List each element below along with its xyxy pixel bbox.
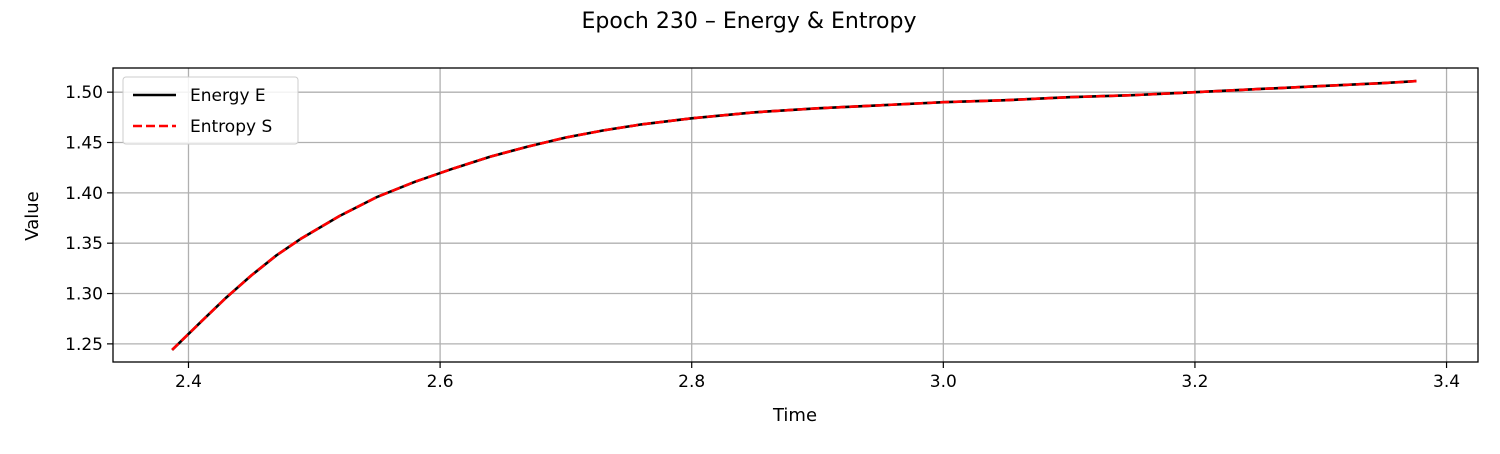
legend: Energy E Entropy S: [122, 76, 299, 145]
x-axis-label: Time: [772, 405, 817, 426]
y-tick-label: 1.45: [65, 134, 103, 154]
y-tick-label: 1.40: [65, 184, 103, 204]
y-tick-label: 1.35: [65, 234, 103, 254]
legend-label-energy: Energy E: [190, 86, 266, 106]
series-lines: [171, 79, 1417, 351]
x-tick-label: 2.4: [175, 372, 202, 392]
y-tick-label: 1.30: [65, 285, 103, 305]
x-tick-label: 3.4: [1433, 372, 1460, 392]
axis-ticks: 2.4 2.6 2.8 3.0 3.2 3.4 1.25 1.30 1.35 1.40 1.45 1.…: [65, 83, 1460, 392]
x-tick-label: 3.0: [930, 372, 957, 392]
series-line-entropy-s: [171, 79, 1417, 351]
x-tick-label: 3.2: [1181, 372, 1208, 392]
series-line-energy-e: [171, 79, 1417, 351]
plot-area-frame: [112, 67, 1479, 363]
chart-title: Epoch 230 – Energy & Entropy: [582, 9, 917, 34]
y-tick-label: 1.50: [65, 83, 103, 103]
x-tick-label: 2.6: [427, 372, 454, 392]
y-axis-label: Value: [22, 191, 43, 240]
y-tick-label: 1.25: [65, 335, 103, 355]
legend-label-entropy: Entropy S: [190, 117, 272, 137]
x-tick-label: 2.8: [678, 372, 705, 392]
grid-lines: [113, 68, 1478, 362]
